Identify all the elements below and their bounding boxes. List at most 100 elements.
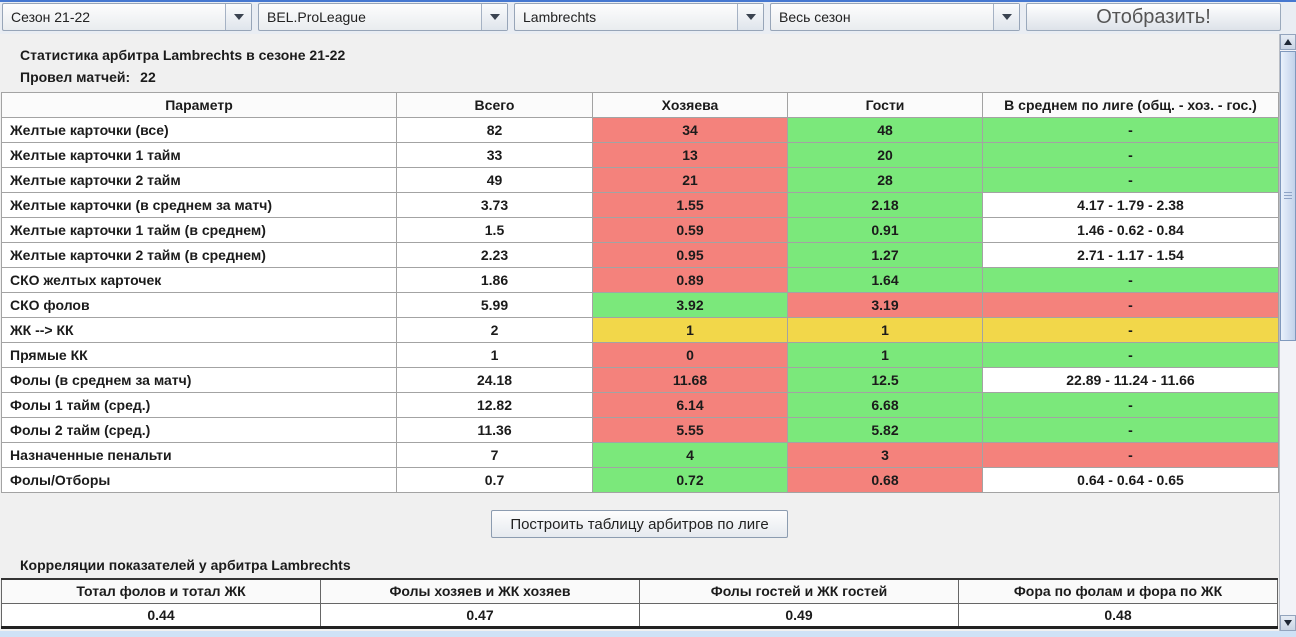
home-cell: 21 [592,167,788,193]
away-cell: 1 [787,342,983,368]
away-cell: 48 [787,117,983,143]
correlations-table: Тотал фолов и тотал ЖК Фолы хозяев и ЖК х… [1,578,1278,629]
home-cell: 6.14 [592,392,788,418]
chevron-down-icon [489,14,500,20]
league-avg-cell: - [982,292,1279,318]
league-select-value: BEL.ProLeague [267,9,366,25]
away-cell: 1 [787,317,983,343]
home-cell: 34 [592,117,788,143]
chevron-down-icon[interactable] [481,4,507,30]
column-header-away: Гости [787,92,983,118]
param-cell: Желтые карточки (все) [1,117,397,143]
league-avg-cell: - [982,167,1279,193]
total-cell: 1.86 [396,267,593,293]
param-cell: Назначенные пенальти [1,442,397,468]
param-cell: Желтые карточки (в среднем за матч) [1,192,397,218]
home-cell: 3.92 [592,292,788,318]
corr-header-cell: Фора по фолам и фора по ЖК [958,578,1278,604]
corr-header-cell: Фолы хозяев и ЖК хозяев [320,578,640,604]
content-area: Статистика арбитра Lambrechts в сезоне 2… [0,34,1296,631]
total-cell: 1 [396,342,593,368]
away-cell: 0.68 [787,467,983,493]
away-cell: 2.18 [787,192,983,218]
stats-row: Фолы 2 тайм (сред.) 11.36 5.55 5.82- [1,417,1279,443]
scroll-down-button[interactable] [1280,615,1296,631]
stats-row: Желтые карточки 1 тайм 33 13 20- [1,142,1279,168]
scrollbar-thumb[interactable] [1280,51,1296,341]
period-select[interactable]: Весь сезон [770,3,1020,31]
stats-row: Желтые карточки 2 тайм (в среднем) 2.23 0.… [1,242,1279,268]
stats-row: Назначенные пенальти 7 4 3- [1,442,1279,468]
param-cell: Фолы 2 тайм (сред.) [1,417,397,443]
stats-row: Прямые КК 1 0 1- [1,342,1279,368]
correlations-value-row: 0.44 0.47 0.49 0.48 [1,602,1278,628]
corr-value-cell: 0.47 [320,602,640,628]
corr-header-cell: Фолы гостей и ЖК гостей [639,578,959,604]
chevron-down-icon[interactable] [737,4,763,30]
arrow-up-icon [1284,39,1292,45]
stats-row: Фолы (в среднем за матч) 24.18 11.68 12.5 22… [1,367,1279,393]
param-cell: Фолы 1 тайм (сред.) [1,392,397,418]
stats-row: Фолы 1 тайм (сред.) 12.82 6.14 6.68- [1,392,1279,418]
thumb-grip-icon [1284,191,1292,201]
total-cell: 1.5 [396,217,593,243]
referee-select[interactable]: Lambrechts [514,3,764,31]
away-cell: 0.91 [787,217,983,243]
home-cell: 11.68 [592,367,788,393]
away-cell: 3 [787,442,983,468]
stats-row: СКО фолов 5.99 3.92 3.19- [1,292,1279,318]
stats-row: Желтые карточки (в среднем за матч) 3.73 1… [1,192,1279,218]
total-cell: 49 [396,167,593,193]
away-cell: 12.5 [787,367,983,393]
param-cell: СКО фолов [1,292,397,318]
column-header-home: Хозяева [592,92,788,118]
main-panel: Статистика арбитра Lambrechts в сезоне 2… [0,34,1279,631]
vertical-scrollbar[interactable] [1279,34,1296,631]
home-cell: 0.59 [592,217,788,243]
stats-row: Желтые карточки 2 тайм 49 21 28- [1,167,1279,193]
stats-row: Желтые карточки (все) 82 34 48- [1,117,1279,143]
home-cell: 4 [592,442,788,468]
league-avg-cell: - [982,317,1279,343]
total-cell: 11.36 [396,417,593,443]
total-cell: 2.23 [396,242,593,268]
param-cell: СКО желтых карточек [1,267,397,293]
correlations-header-row: Тотал фолов и тотал ЖК Фолы хозяев и ЖК х… [1,578,1278,604]
scrollbar-track[interactable] [1280,50,1296,615]
corr-value-cell: 0.49 [639,602,959,628]
away-cell: 3.19 [787,292,983,318]
league-avg-cell: 2.71 - 1.17 - 1.54 [982,242,1279,268]
toolbar: Сезон 21-22 BEL.ProLeague Lambrechts Вес… [0,2,1296,34]
param-cell: Желтые карточки 2 тайм [1,167,397,193]
home-cell: 13 [592,142,788,168]
referee-select-value: Lambrechts [523,9,597,25]
corr-value-cell: 0.48 [958,602,1278,628]
away-cell: 5.82 [787,417,983,443]
home-cell: 1.55 [592,192,788,218]
league-select[interactable]: BEL.ProLeague [258,3,508,31]
chevron-down-icon[interactable] [993,4,1019,30]
league-avg-cell: 22.89 - 11.24 - 11.66 [982,367,1279,393]
away-cell: 20 [787,142,983,168]
home-cell: 0.89 [592,267,788,293]
show-button[interactable]: Отобразить! [1026,3,1281,31]
total-cell: 33 [396,142,593,168]
chevron-down-icon[interactable] [225,4,251,30]
stats-header-row: Параметр Всего Хозяева Гости В среднем п… [1,92,1279,118]
scroll-up-button[interactable] [1280,34,1296,50]
corr-value-cell: 0.44 [1,602,321,628]
league-avg-cell: 4.17 - 1.79 - 2.38 [982,192,1279,218]
total-cell: 0.7 [396,467,593,493]
matches-value: 22 [140,69,156,85]
stats-row: СКО желтых карточек 1.86 0.89 1.64- [1,267,1279,293]
period-select-value: Весь сезон [779,9,851,25]
param-cell: Желтые карточки 1 тайм [1,142,397,168]
league-avg-cell: - [982,267,1279,293]
total-cell: 2 [396,317,593,343]
param-cell: Желтые карточки 2 тайм (в среднем) [1,242,397,268]
build-league-table-button[interactable]: Построить таблицу арбитров по лиге [491,510,788,538]
season-select[interactable]: Сезон 21-22 [2,3,252,31]
stats-row: Фолы/Отборы 0.7 0.72 0.68 0.64 - 0.64 - 0.65 [1,467,1279,493]
total-cell: 3.73 [396,192,593,218]
